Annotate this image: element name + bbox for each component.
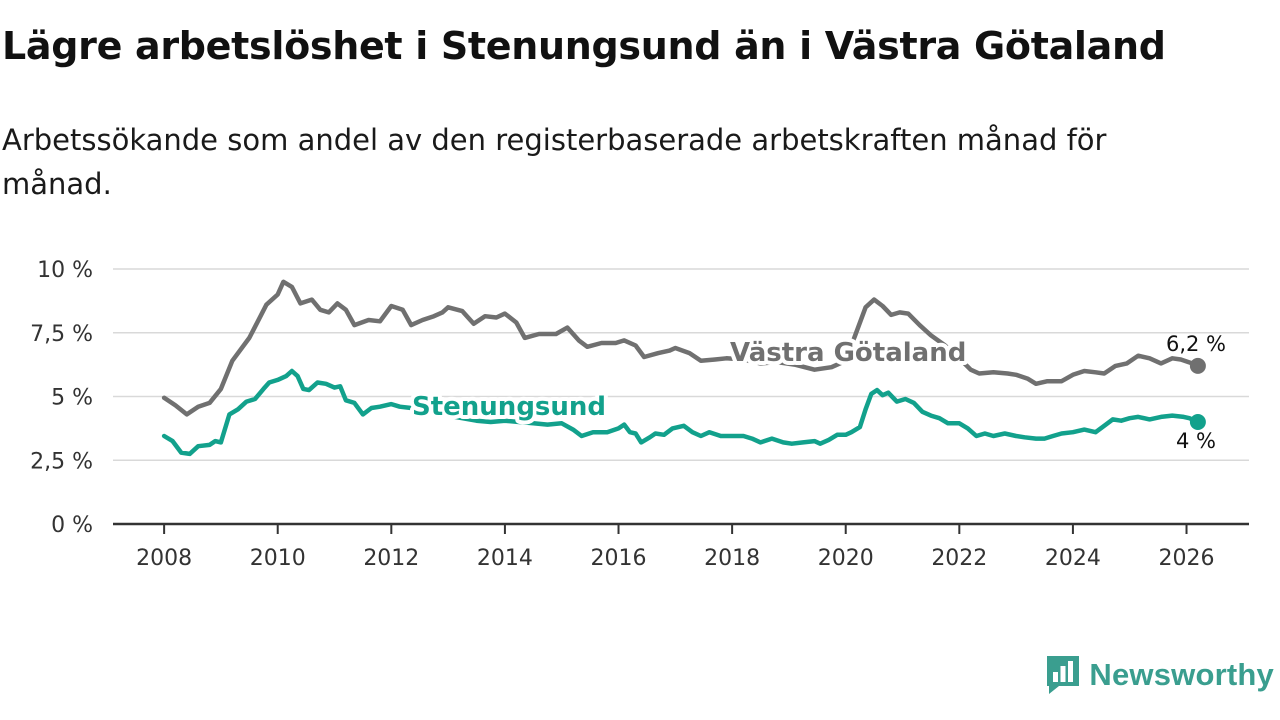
y-tick-label: 10 % xyxy=(37,258,93,283)
y-tick-label: 7,5 % xyxy=(30,322,93,347)
chart-title: Lägre arbetslöshet i Stenungsund än i Vä… xyxy=(2,24,1166,68)
x-tick-label: 2014 xyxy=(477,546,533,571)
x-tick-label: 2022 xyxy=(931,546,987,571)
brand-name: Newsworthy xyxy=(1089,657,1274,692)
x-tick-label: 2018 xyxy=(704,546,760,571)
end-point-stenungsund xyxy=(1189,414,1206,430)
x-tick-label: 2016 xyxy=(591,546,647,571)
series-line-stenungsund xyxy=(161,368,1201,457)
end-value-label-vastra-gotaland: 6,2 % xyxy=(1166,332,1226,356)
series-label-stenungsund: Stenungsund xyxy=(412,392,606,422)
brand-logo: Newsworthy xyxy=(1045,654,1274,696)
newsworthy-logo-icon xyxy=(1047,656,1080,694)
y-axis-ticks: 0 % 2,5 % 5 % 7,5 % 10 % xyxy=(30,258,93,538)
x-tick-label: 2010 xyxy=(250,546,306,571)
x-axis-tick-marks xyxy=(163,524,1188,534)
chart-subtitle: Arbetssökande som andel av den registerb… xyxy=(2,123,1107,201)
end-value-label-stenungsund: 4 % xyxy=(1176,429,1216,453)
y-tick-label: 0 % xyxy=(51,513,93,538)
x-axis-ticks: 2008 2010 2012 2014 2016 2018 2020 2022 … xyxy=(136,546,1214,571)
grid-lines xyxy=(113,268,1249,461)
y-tick-label: 2,5 % xyxy=(30,449,93,474)
x-tick-label: 2008 xyxy=(136,546,192,571)
end-point-vastra-gotaland xyxy=(1189,357,1206,374)
x-tick-label: 2024 xyxy=(1045,546,1101,571)
series-line-vastra-gotaland xyxy=(161,279,1201,417)
series-label-vastra-gotaland: Västra Götaland xyxy=(730,338,966,368)
x-tick-label: 2026 xyxy=(1159,546,1215,571)
y-tick-label: 5 % xyxy=(51,386,93,411)
x-tick-label: 2020 xyxy=(818,546,874,571)
x-tick-label: 2012 xyxy=(363,546,419,571)
